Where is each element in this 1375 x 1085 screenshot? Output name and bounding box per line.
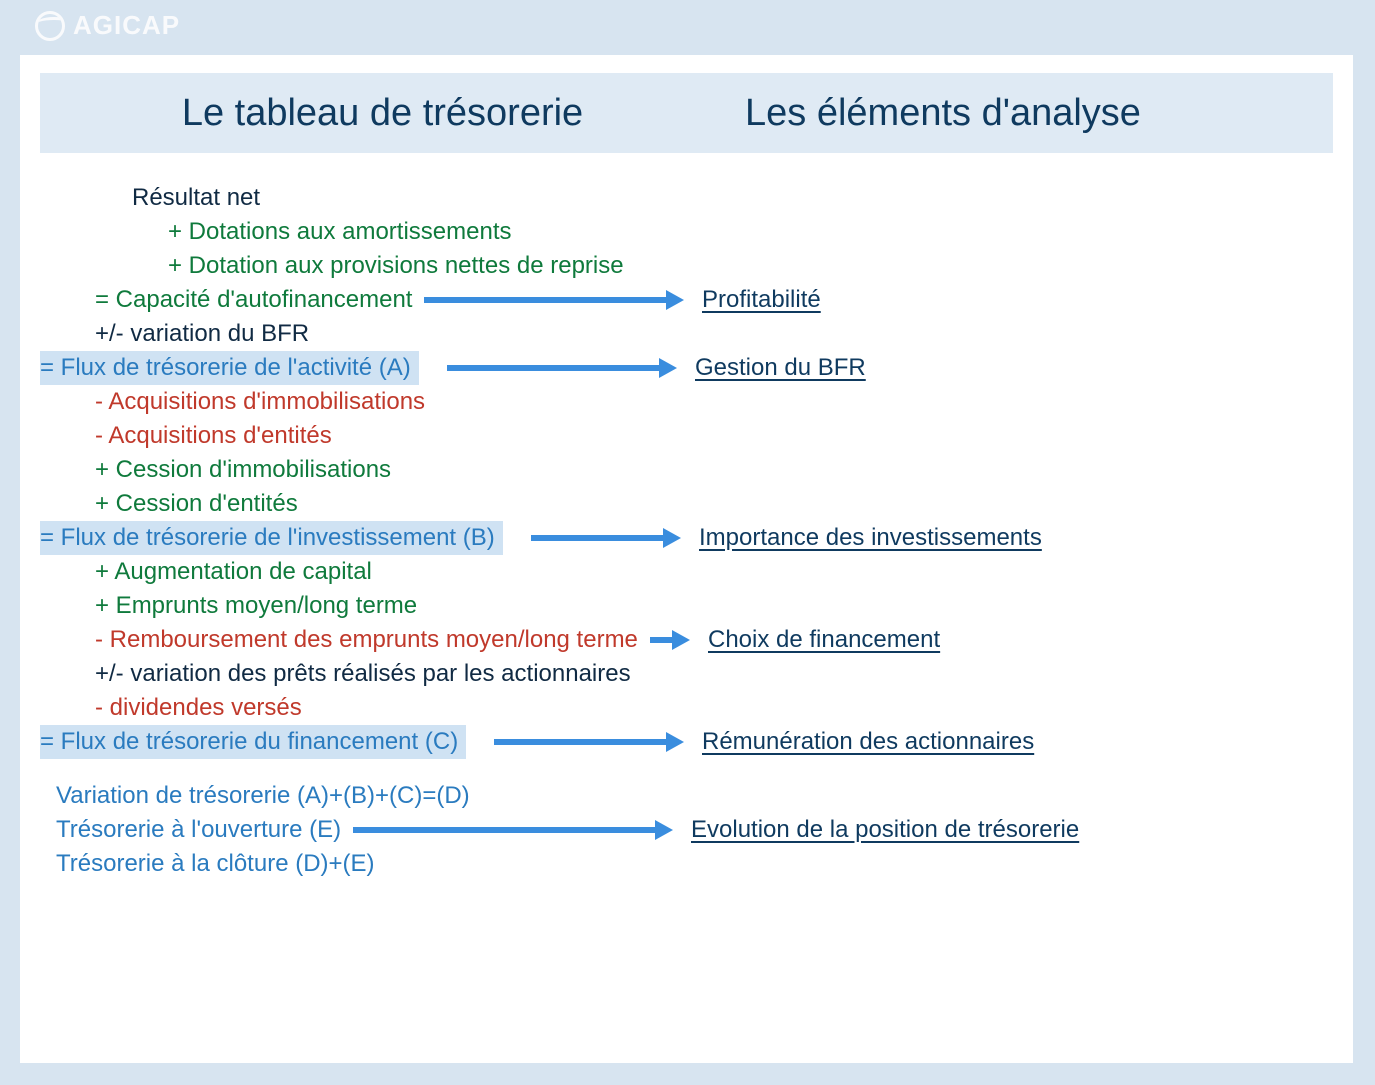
table-row: Résultat net <box>40 181 1333 215</box>
line-text: + Cession d'immobilisations <box>40 454 391 485</box>
line-text: - Remboursement des emprunts moyen/long … <box>40 624 638 655</box>
table-row: + Augmentation de capital <box>40 555 1333 589</box>
table-row: + Emprunts moyen/long terme <box>40 589 1333 623</box>
left-cell: +/- variation des prêts réalisés par les… <box>40 657 730 691</box>
left-cell: + Cession d'immobilisations <box>40 453 730 487</box>
left-cell: Variation de trésorerie (A)+(B)+(C)=(D) <box>40 779 730 813</box>
line-text: Trésorerie à l'ouverture (E) <box>40 814 341 845</box>
brand-logo-icon <box>35 11 65 41</box>
table-row: - Acquisitions d'entités <box>40 419 1333 453</box>
table-row: - Acquisitions d'immobilisations <box>40 385 1333 419</box>
header-left-title: Le tableau de trésorerie <box>40 92 725 135</box>
table-row: = Flux de trésorerie de l'activité (A) G… <box>40 351 1333 385</box>
left-cell: - Remboursement des emprunts moyen/long … <box>40 623 730 657</box>
left-cell: - dividendes versés <box>40 691 730 725</box>
table-row: Variation de trésorerie (A)+(B)+(C)=(D) <box>40 779 1333 813</box>
left-cell: + Emprunts moyen/long terme <box>40 589 730 623</box>
table-row: Trésorerie à la clôture (D)+(E) <box>40 847 1333 881</box>
table-row: = Flux de trésorerie du financement (C) … <box>40 725 1333 759</box>
left-cell: = Flux de trésorerie de l'activité (A) <box>40 351 730 385</box>
line-text: = Flux de trésorerie du financement (C) <box>40 725 466 758</box>
content-area: Résultat net+ Dotations aux amortissemen… <box>40 153 1333 1043</box>
line-text: Trésorerie à la clôture (D)+(E) <box>40 848 375 879</box>
table-row: Trésorerie à l'ouverture (E) Evolution d… <box>40 813 1333 847</box>
left-cell: Résultat net <box>40 181 730 215</box>
line-text: +/- variation des prêts réalisés par les… <box>40 658 631 689</box>
brand-name: AGICAP <box>73 10 180 41</box>
left-cell: Trésorerie à l'ouverture (E) <box>40 813 730 847</box>
header-bar: Le tableau de trésorerie Les éléments d'… <box>40 73 1333 153</box>
line-text: = Capacité d'autofinancement <box>40 284 412 315</box>
line-text: + Dotations aux amortissements <box>40 216 512 247</box>
table-row: +/- variation des prêts réalisés par les… <box>40 657 1333 691</box>
analysis-label: Evolution de la position de trésorerie <box>691 816 1079 844</box>
left-cell: + Dotation aux provisions nettes de repr… <box>40 249 730 283</box>
table-row: + Dotation aux provisions nettes de repr… <box>40 249 1333 283</box>
left-cell: - Acquisitions d'entités <box>40 419 730 453</box>
line-text: + Cession d'entités <box>40 488 298 519</box>
left-cell: - Acquisitions d'immobilisations <box>40 385 730 419</box>
line-text: + Augmentation de capital <box>40 556 372 587</box>
table-row: - Remboursement des emprunts moyen/long … <box>40 623 1333 657</box>
line-text: + Emprunts moyen/long terme <box>40 590 417 621</box>
table-row: + Cession d'immobilisations <box>40 453 1333 487</box>
left-cell: + Dotations aux amortissements <box>40 215 730 249</box>
analysis-label: Choix de financement <box>708 626 940 654</box>
line-text: Résultat net <box>40 182 260 213</box>
line-text: - Acquisitions d'entités <box>40 420 332 451</box>
line-text: = Flux de trésorerie de l'activité (A) <box>40 351 419 384</box>
brand-logo: AGICAP <box>35 10 180 41</box>
left-cell: + Cession d'entités <box>40 487 730 521</box>
left-cell: Trésorerie à la clôture (D)+(E) <box>40 847 730 881</box>
table-row: +/- variation du BFR <box>40 317 1333 351</box>
line-text: - dividendes versés <box>40 692 302 723</box>
left-cell: +/- variation du BFR <box>40 317 730 351</box>
analysis-label: Importance des investissements <box>699 524 1042 552</box>
table-row: - dividendes versés <box>40 691 1333 725</box>
header-right-title: Les éléments d'analyse <box>725 92 1333 135</box>
table-row: = Flux de trésorerie de l'investissement… <box>40 521 1333 555</box>
left-cell: = Capacité d'autofinancement <box>40 283 730 317</box>
main-panel: Le tableau de trésorerie Les éléments d'… <box>20 55 1353 1063</box>
line-text: = Flux de trésorerie de l'investissement… <box>40 521 503 554</box>
line-text: Variation de trésorerie (A)+(B)+(C)=(D) <box>40 780 470 811</box>
line-text: + Dotation aux provisions nettes de repr… <box>40 250 624 281</box>
left-cell: + Augmentation de capital <box>40 555 730 589</box>
spacer-row <box>40 759 1333 779</box>
left-cell: = Flux de trésorerie du financement (C) <box>40 725 730 759</box>
table-row: + Cession d'entités <box>40 487 1333 521</box>
analysis-label: Rémunération des actionnaires <box>702 728 1034 756</box>
table-row: = Capacité d'autofinancement Profitabili… <box>40 283 1333 317</box>
line-text: - Acquisitions d'immobilisations <box>40 386 425 417</box>
line-text: +/- variation du BFR <box>40 318 309 349</box>
left-cell: = Flux de trésorerie de l'investissement… <box>40 521 730 555</box>
table-row: + Dotations aux amortissements <box>40 215 1333 249</box>
